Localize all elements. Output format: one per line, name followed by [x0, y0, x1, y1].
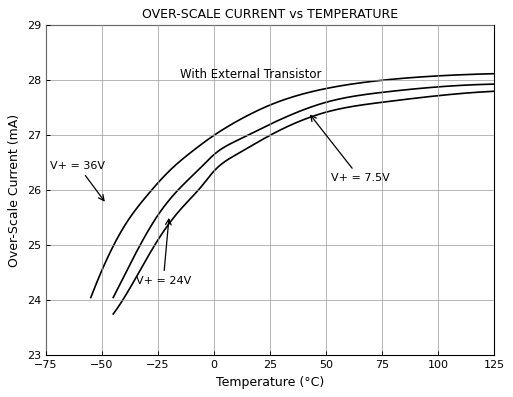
Y-axis label: Over-Scale Current (mA): Over-Scale Current (mA): [8, 114, 22, 267]
Title: OVER-SCALE CURRENT vs TEMPERATURE: OVER-SCALE CURRENT vs TEMPERATURE: [142, 8, 398, 21]
X-axis label: Temperature (°C): Temperature (°C): [216, 376, 324, 389]
Text: With External Transistor: With External Transistor: [181, 68, 322, 81]
Text: V+ = 24V: V+ = 24V: [135, 219, 191, 286]
Text: V+ = 7.5V: V+ = 7.5V: [311, 116, 389, 183]
Text: V+ = 36V: V+ = 36V: [50, 160, 106, 200]
